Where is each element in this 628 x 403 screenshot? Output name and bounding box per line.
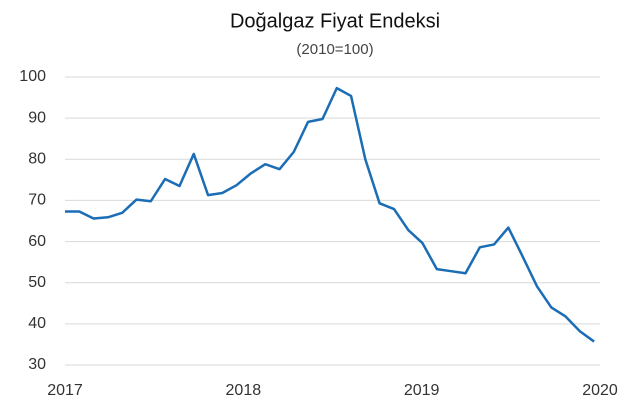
x-tick-label: 2017 — [47, 382, 83, 399]
x-tick-label: 2020 — [582, 382, 618, 399]
y-tick-label: 80 — [28, 151, 46, 168]
y-tick-label: 60 — [28, 233, 46, 250]
data-line — [65, 86, 595, 343]
y-tick-label: 30 — [28, 356, 46, 373]
chart-title: Doğalgaz Fiyat Endeksi — [230, 10, 440, 32]
y-tick-label: 100 — [19, 68, 46, 85]
y-tick-label: 70 — [28, 192, 46, 209]
chart-subtitle: (2010=100) — [296, 41, 373, 58]
y-tick-label: 90 — [28, 109, 46, 126]
y-tick-label: 50 — [28, 274, 46, 291]
x-tick-label: 2019 — [404, 382, 440, 399]
x-tick-label: 2018 — [226, 382, 262, 399]
y-tick-label: 40 — [28, 315, 46, 332]
